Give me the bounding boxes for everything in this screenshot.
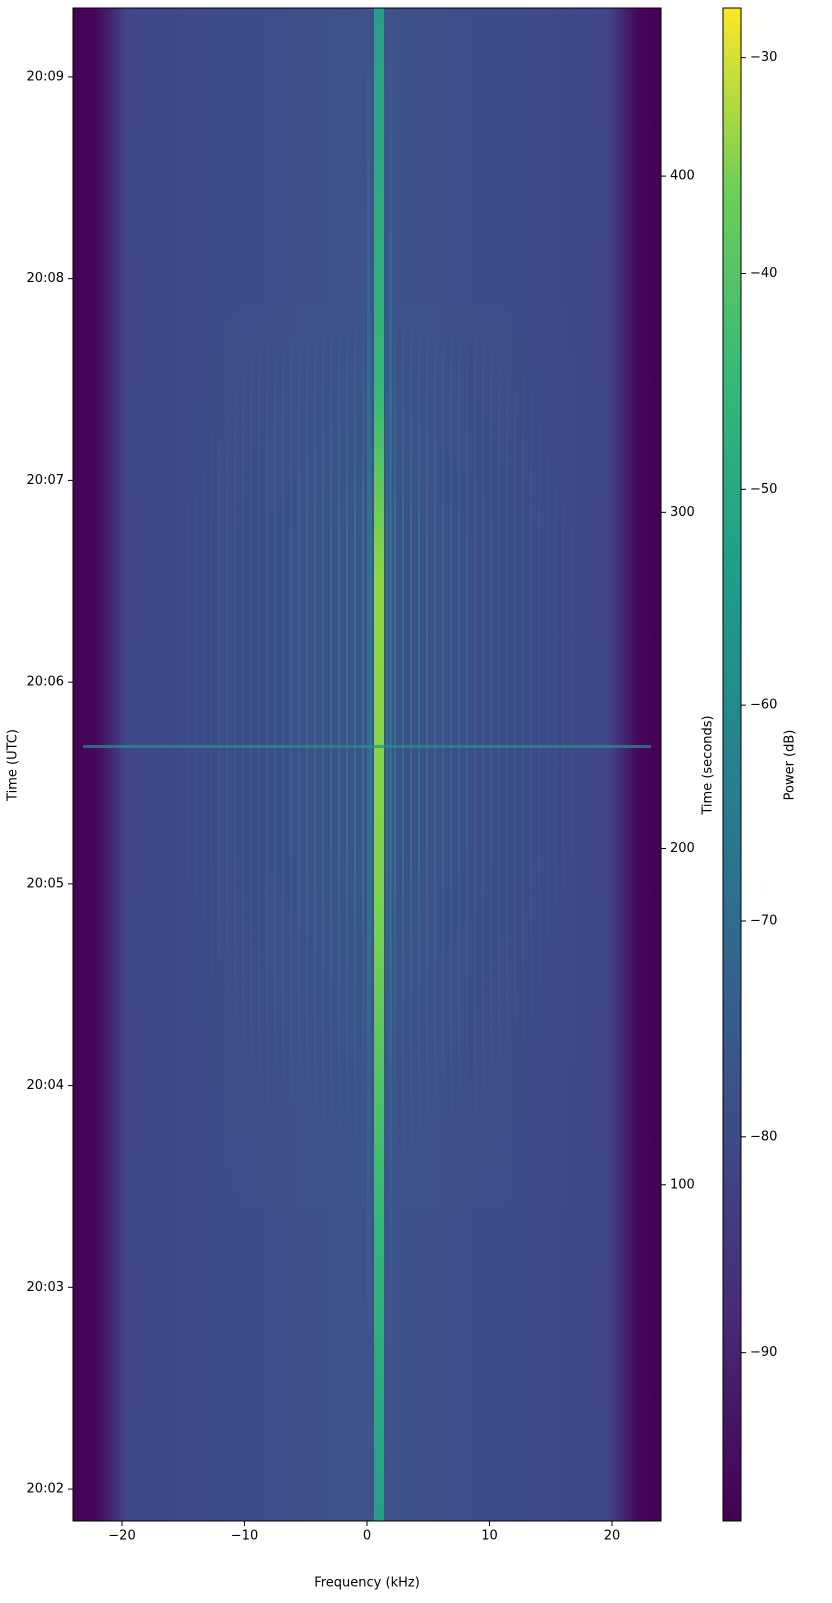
harmonic-line — [498, 308, 500, 1208]
y-tick-label: 20:08 — [27, 271, 64, 286]
harmonic-line — [290, 308, 292, 1208]
colorbar-label: Power (dB) — [783, 730, 798, 801]
harmonic-line — [506, 308, 508, 1208]
interference-line — [83, 745, 651, 748]
harmonic-line — [402, 308, 404, 1208]
harmonic-line — [386, 308, 388, 1208]
harmonic-line — [362, 308, 364, 1208]
harmonic-line — [458, 308, 460, 1208]
harmonic-line — [298, 308, 300, 1208]
spectrogram-image — [73, 8, 661, 1521]
y-tick-label: 20:05 — [27, 876, 64, 891]
y-tick-label: 20:03 — [27, 1280, 64, 1295]
harmonic-line — [570, 308, 572, 1208]
carrier-line — [374, 8, 384, 1521]
y2-tick-label: 100 — [670, 1177, 695, 1192]
x-tick-label: −20 — [108, 1529, 135, 1544]
harmonic-line — [370, 308, 372, 1208]
harmonic-line — [490, 308, 492, 1208]
y-tick-label: 20:02 — [27, 1482, 64, 1497]
y-axis-label: Time (UTC) — [6, 729, 21, 802]
harmonic-line — [234, 308, 236, 1208]
harmonic-line — [394, 308, 396, 1208]
colorbar — [722, 7, 742, 1522]
harmonic-line — [250, 308, 252, 1208]
harmonic-line — [266, 308, 268, 1208]
colorbar-tick-label: −40 — [750, 266, 777, 281]
harmonic-line — [226, 308, 228, 1208]
harmonic-line — [389, 8, 392, 1521]
harmonic-line — [218, 308, 220, 1208]
harmonic-line — [410, 308, 412, 1208]
harmonic-line — [314, 308, 316, 1208]
harmonic-line — [258, 308, 260, 1208]
colorbar-tick-label: −70 — [750, 913, 777, 928]
harmonic-line — [354, 308, 356, 1208]
harmonic-line — [274, 308, 276, 1208]
harmonic-line — [202, 308, 204, 1208]
harmonic-line — [442, 308, 444, 1208]
colorbar-tick-label: −50 — [750, 482, 777, 497]
y-tick-label: 20:09 — [27, 69, 64, 84]
harmonic-line — [554, 308, 556, 1208]
harmonic-line — [282, 308, 284, 1208]
harmonic-line — [434, 308, 436, 1208]
harmonic-line — [306, 308, 308, 1208]
colorbar-tick-label: −90 — [750, 1345, 777, 1360]
harmonic-line — [338, 308, 340, 1208]
x-tick-label: 10 — [481, 1529, 498, 1544]
harmonic-line — [538, 308, 540, 1208]
colorbar-tick-label: −30 — [750, 50, 777, 65]
x-tick-label: 0 — [363, 1529, 371, 1544]
harmonic-line — [426, 308, 428, 1208]
x-tick-label: 20 — [604, 1529, 621, 1544]
harmonic-line — [322, 308, 324, 1208]
harmonic-line — [530, 308, 532, 1208]
harmonic-line — [562, 308, 564, 1208]
harmonic-line — [242, 308, 244, 1208]
harmonic-line — [522, 308, 524, 1208]
y2-tick-label: 400 — [670, 169, 695, 184]
harmonic-line — [346, 308, 348, 1208]
colorbar-tick-label: −60 — [750, 698, 777, 713]
harmonic-line — [186, 308, 188, 1208]
harmonic-line — [450, 308, 452, 1208]
harmonic-line — [546, 308, 548, 1208]
y2-tick-label: 200 — [670, 841, 695, 856]
harmonic-line — [466, 308, 468, 1208]
harmonic-line — [514, 308, 516, 1208]
harmonic-line — [482, 308, 484, 1208]
harmonic-line — [210, 308, 212, 1208]
colorbar-tick-label: −80 — [750, 1129, 777, 1144]
harmonic-line — [194, 308, 196, 1208]
harmonic-line — [474, 308, 476, 1208]
x-tick-label: −10 — [231, 1529, 258, 1544]
y-tick-label: 20:07 — [27, 473, 64, 488]
harmonic-line — [418, 308, 420, 1208]
harmonic-line — [367, 8, 370, 1521]
harmonic-line — [330, 308, 332, 1208]
y2-tick-label: 300 — [670, 505, 695, 520]
y-tick-label: 20:04 — [27, 1078, 64, 1093]
x-axis-label: Frequency (kHz) — [314, 1576, 420, 1591]
y-tick-label: 20:06 — [27, 675, 64, 690]
y2-axis-label: Time (seconds) — [701, 715, 716, 815]
